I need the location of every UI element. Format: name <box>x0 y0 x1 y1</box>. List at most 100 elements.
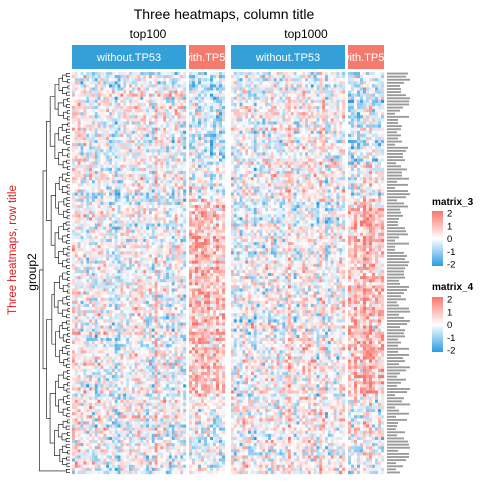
heatmap-cell <box>151 430 155 434</box>
heatmap-cell <box>157 149 161 153</box>
heatmap-cell <box>114 102 118 107</box>
heatmap-cell <box>109 285 113 289</box>
heatmap-cell <box>114 72 118 76</box>
heatmap-cell <box>134 174 138 178</box>
heatmap-cell <box>86 303 90 308</box>
heatmap-cell <box>126 449 130 453</box>
heatmap-cell <box>94 341 98 345</box>
heatmap-cell <box>129 87 132 91</box>
heatmap-cell <box>129 161 132 165</box>
heatmap-cell <box>109 331 113 335</box>
heatmap-cell <box>106 455 110 459</box>
heatmap-cell <box>140 217 144 221</box>
heatmap-cell <box>154 251 158 255</box>
heatmap-cell <box>83 238 87 243</box>
heatmap-cell <box>114 121 118 125</box>
heatmap-cell <box>143 319 147 323</box>
heatmap-cell <box>174 439 178 444</box>
heatmap-cell <box>86 226 90 230</box>
heatmap-cell <box>154 201 158 206</box>
heatmap-cell <box>129 291 132 295</box>
heatmap-cell <box>171 130 175 134</box>
heatmap-cell <box>114 341 118 345</box>
heatmap-cell <box>109 251 113 255</box>
heatmap-cell <box>143 149 147 153</box>
heatmap-cell <box>143 436 147 441</box>
heatmap-cell <box>140 341 144 345</box>
heatmap-cell <box>177 371 181 376</box>
heatmap-cell <box>94 93 98 97</box>
heatmap-cell <box>97 211 101 215</box>
heatmap-cell <box>174 235 178 240</box>
heatmap-cell <box>89 99 93 104</box>
heatmap-cell <box>131 235 135 240</box>
heatmap-cell <box>94 146 98 150</box>
heatmap-cell <box>171 263 175 267</box>
heatmap-cell <box>94 368 98 373</box>
heatmap-cell <box>148 229 152 233</box>
heatmap-cell <box>74 387 78 391</box>
heatmap-cell <box>72 254 75 258</box>
heatmap-cell <box>180 390 184 394</box>
heatmap-cell <box>77 263 81 267</box>
heatmap-cell <box>183 396 187 400</box>
heatmap-cell <box>97 294 101 298</box>
heatmap-cell <box>140 257 144 261</box>
heatmap-cell <box>157 211 161 215</box>
heatmap-cell <box>106 223 110 227</box>
heatmap-cell <box>137 350 141 354</box>
heatmap-cell <box>120 368 124 373</box>
heatmap-cell <box>154 93 158 97</box>
heatmap-cell <box>143 381 147 385</box>
heatmap-cell <box>163 285 167 289</box>
heatmap-cell <box>123 130 127 134</box>
heatmap-cell <box>114 211 118 215</box>
heatmap-cell <box>94 439 98 444</box>
heatmap-cell <box>91 226 95 230</box>
heatmap-cell <box>126 387 130 391</box>
heatmap-cell <box>171 161 175 165</box>
heatmap-cell <box>86 93 90 97</box>
heatmap-cell <box>106 214 110 218</box>
heatmap-cell <box>166 328 170 332</box>
heatmap-cell <box>163 75 167 79</box>
heatmap-cell <box>100 418 104 422</box>
heatmap-cell <box>91 223 95 227</box>
heatmap-cell <box>160 384 164 388</box>
heatmap-cell <box>129 347 132 351</box>
heatmap-cell <box>160 167 164 172</box>
heatmap-cell <box>72 276 75 280</box>
heatmap-cell <box>120 294 124 298</box>
heatmap-cell <box>148 418 152 422</box>
heatmap-cell <box>183 99 187 104</box>
heatmap-cell <box>97 112 101 116</box>
heatmap-cell <box>123 313 127 317</box>
heatmap-cell <box>137 368 141 373</box>
heatmap-cell <box>140 294 144 298</box>
heatmap-cell <box>94 371 98 376</box>
heatmap-cell <box>123 174 127 178</box>
heatmap-cell <box>83 430 87 434</box>
heatmap-cell <box>80 279 84 283</box>
heatmap-cell <box>183 109 187 113</box>
heatmap-cell <box>177 303 181 308</box>
heatmap-cell <box>86 232 90 237</box>
heatmap-cell <box>177 436 181 441</box>
heatmap-cell <box>134 214 138 218</box>
heatmap-cell <box>89 393 93 397</box>
heatmap-cell <box>166 424 170 428</box>
heatmap-cell <box>117 341 121 345</box>
heatmap-cell <box>143 409 147 413</box>
heatmap-cell <box>180 350 184 354</box>
heatmap-cell <box>163 180 167 184</box>
heatmap-cell <box>129 316 132 320</box>
heatmap-cell <box>86 269 90 274</box>
heatmap-cell <box>100 263 104 267</box>
heatmap-cell <box>131 130 135 134</box>
heatmap-cell <box>183 436 187 441</box>
heatmap-cell <box>109 254 113 258</box>
heatmap-cell <box>123 152 127 156</box>
heatmap-cell <box>174 198 178 203</box>
heatmap-cell <box>129 307 132 311</box>
heatmap-cell <box>89 424 93 428</box>
